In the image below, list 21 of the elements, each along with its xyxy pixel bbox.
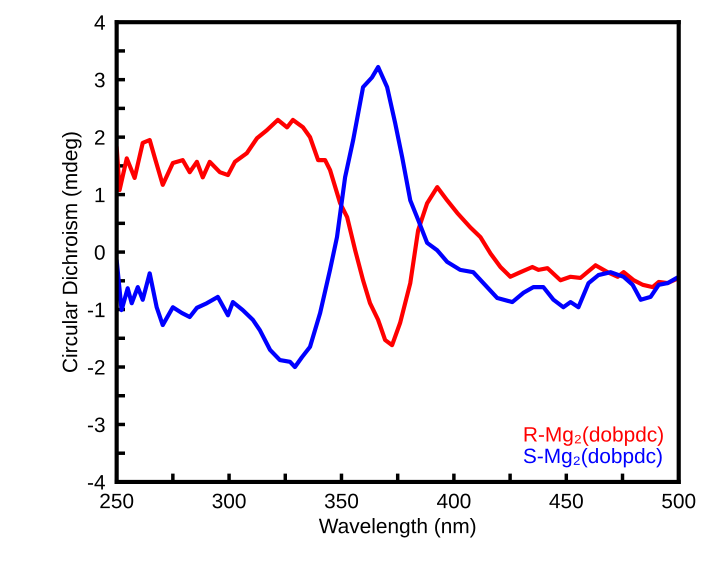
y-tick-label: 4	[94, 15, 105, 30]
x-axis-title: Wavelength (nm)	[318, 518, 476, 538]
y-tick-label: -2	[88, 360, 104, 375]
x-tick-label: 350	[324, 494, 358, 508]
y-tick-label: 2	[95, 130, 104, 145]
line-series	[116, 64, 679, 370]
text: S-Mg₂(dobpdc)	[524, 448, 662, 468]
x-tick-label: 400	[436, 494, 470, 508]
text: R-Mg₂(dobpdc)	[524, 426, 663, 446]
x-tick-label: 250	[100, 494, 134, 508]
y-tick-label: -4	[88, 475, 105, 490]
x-tick-label: 500	[662, 494, 696, 508]
line-series	[116, 118, 679, 348]
y-tick-label: 0	[94, 245, 105, 260]
y-axis-title: Circular Dichroism (mdeg)	[62, 132, 82, 372]
y-tick-label: -1	[88, 302, 105, 318]
y-tick-label: 3	[94, 72, 105, 88]
x-tick-label: 450	[549, 494, 583, 508]
y-tick-label: -3	[88, 417, 105, 432]
x-tick-label: 300	[212, 494, 246, 508]
y-tick-label: 1	[96, 188, 105, 202]
